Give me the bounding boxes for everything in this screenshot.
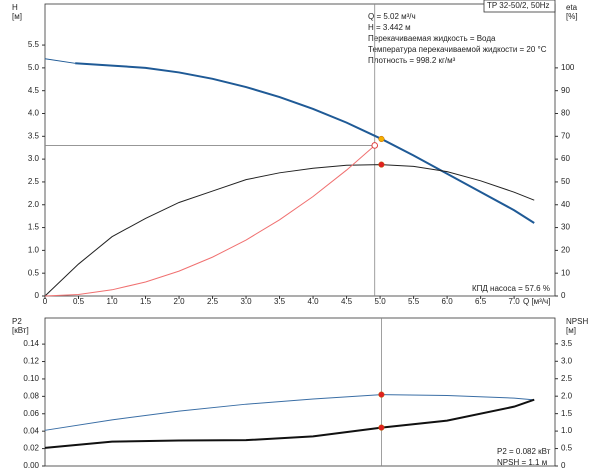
y-tick-label: 0.5 [28, 268, 40, 277]
y-tick-label: 0.14 [23, 339, 39, 348]
y2-tick-label: 0 [561, 461, 566, 470]
plot-frame [44, 317, 556, 467]
y-tick-label: 0.06 [23, 409, 39, 418]
chart-title: TP 32-50/2, 50Hz [487, 1, 550, 10]
curve [44, 164, 535, 297]
y-axis-label: H [12, 3, 18, 12]
y-tick-label: 5.5 [28, 40, 40, 49]
operating-point [378, 424, 385, 431]
y-tick-label: 0.08 [23, 391, 39, 400]
y-tick-label: 0.00 [23, 461, 39, 470]
annotation: NPSH = 1.1 м [497, 458, 547, 467]
annotation: Плотность = 998.2 кг/м³ [368, 56, 456, 65]
operating-point [378, 135, 385, 143]
curve [44, 398, 535, 449]
x-tick-label: 4.0 [308, 297, 320, 306]
x-axis-label: Q [м³/ч] [523, 297, 550, 306]
x-tick-label: 0 [43, 297, 48, 306]
y2-tick-label: 3.0 [561, 356, 573, 365]
y2-axis-label: [м] [566, 326, 576, 335]
y-tick-label: 1.0 [28, 245, 40, 254]
operating-point [371, 142, 379, 149]
y-tick-label: 0.04 [23, 426, 39, 435]
y-axis-label: [кВт] [12, 326, 29, 335]
y-axis-label: P2 [12, 317, 22, 326]
annotation: Перекачиваемая жидкость = Вода [368, 34, 496, 43]
y2-tick-label: 30 [561, 223, 570, 232]
y-tick-label: 3.0 [28, 154, 40, 163]
y2-tick-label: 1.5 [561, 409, 573, 418]
annotation: H = 3.442 м [368, 23, 411, 32]
y2-axis-label: NPSH [566, 317, 588, 326]
x-tick-label: 1.0 [106, 297, 118, 306]
curve [44, 58, 76, 64]
curve [44, 145, 376, 297]
y2-tick-label: 40 [561, 200, 570, 209]
plot-frame [44, 3, 556, 297]
y-tick-label: 4.5 [28, 86, 40, 95]
y2-tick-label: 1.0 [561, 426, 573, 435]
y2-tick-label: 100 [561, 63, 575, 72]
y2-tick-label: 0.5 [561, 444, 573, 453]
y2-axis-label: eta [566, 3, 578, 12]
y2-tick-label: 60 [561, 154, 570, 163]
x-tick-label: 6.0 [442, 297, 454, 306]
y2-tick-label: 2.0 [561, 391, 573, 400]
y2-tick-label: 3.5 [561, 339, 573, 348]
x-tick-label: 5.0 [375, 297, 387, 306]
curve [44, 394, 535, 431]
y-tick-label: 4.0 [28, 109, 40, 118]
x-tick-label: 6.5 [475, 297, 487, 306]
y-tick-label: 3.5 [28, 131, 40, 140]
x-tick-label: 2.5 [207, 297, 219, 306]
x-tick-label: 7.0 [509, 297, 521, 306]
title-box [483, 0, 556, 13]
y-tick-label: 0.12 [23, 357, 39, 366]
y-tick-label: 0.02 [23, 444, 39, 453]
y2-tick-label: 70 [561, 131, 570, 140]
y-tick-label: 2.0 [28, 200, 40, 209]
y-tick-label: 2.5 [28, 177, 40, 186]
x-tick-label: 3.0 [240, 297, 252, 306]
operating-point [378, 161, 385, 168]
x-tick-label: 0.5 [73, 297, 85, 306]
y-tick-label: 1.5 [28, 223, 40, 232]
annotation: Q = 5.02 м³/ч [368, 12, 416, 21]
footnote: КПД насоса = 57.6 % [472, 284, 550, 293]
annotation: Температура перекачиваемой жидкости = 20… [368, 45, 547, 54]
x-tick-label: 4.5 [341, 297, 353, 306]
y2-tick-label: 20 [561, 245, 570, 254]
y2-tick-label: 80 [561, 109, 570, 118]
y2-tick-label: 2.5 [561, 374, 573, 383]
y-tick-label: 5.0 [28, 63, 40, 72]
y2-tick-label: 0 [561, 291, 566, 300]
annotation: P2 = 0.082 кВт [497, 447, 551, 456]
operating-point [378, 391, 385, 398]
curve [75, 62, 535, 224]
y-axis-label: [м] [12, 12, 22, 21]
y-tick-label: 0.10 [23, 374, 39, 383]
y-tick-label: 0 [35, 291, 40, 300]
x-tick-label: 1.5 [140, 297, 152, 306]
x-tick-label: 2.0 [173, 297, 185, 306]
y2-tick-label: 50 [561, 177, 570, 186]
y2-axis-label: [%] [566, 12, 578, 21]
x-tick-label: 5.5 [408, 297, 420, 306]
y2-tick-label: 10 [561, 268, 570, 277]
x-tick-label: 3.5 [274, 297, 286, 306]
y2-tick-label: 90 [561, 86, 570, 95]
